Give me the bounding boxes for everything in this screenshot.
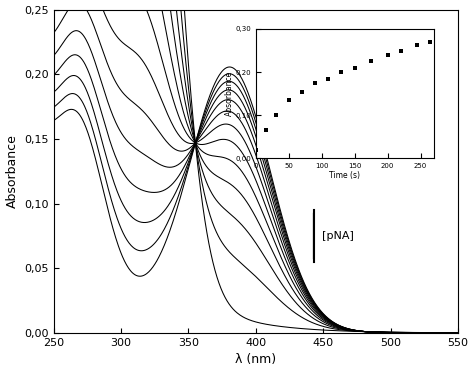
Text: [pNA]: [pNA]: [322, 231, 354, 241]
X-axis label: λ (nm): λ (nm): [235, 353, 276, 366]
Y-axis label: Absorbance: Absorbance: [6, 134, 18, 208]
